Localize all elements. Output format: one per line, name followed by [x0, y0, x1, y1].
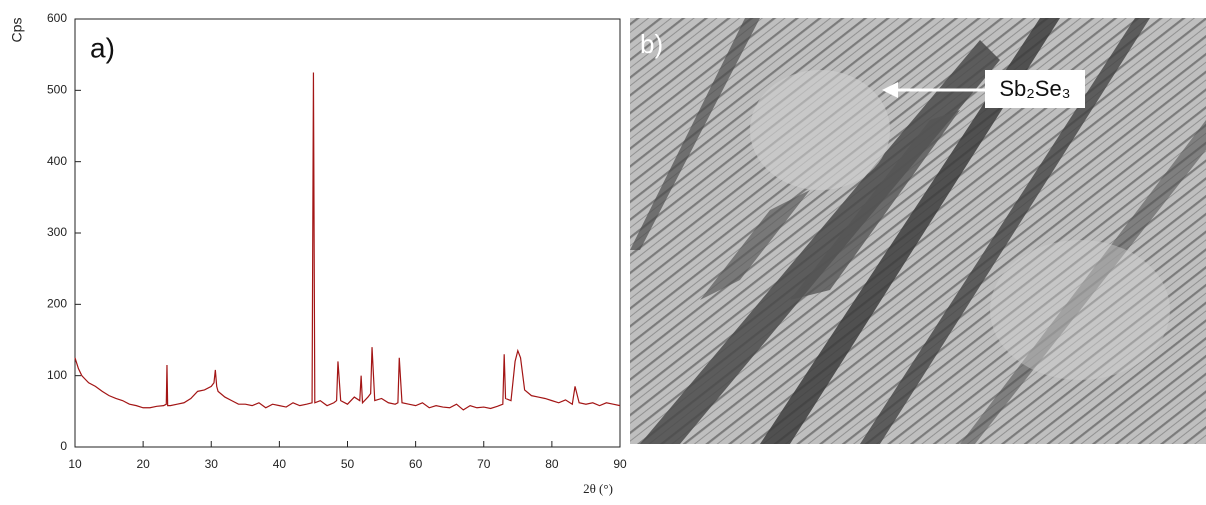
arrow-head	[882, 82, 898, 98]
plot-frame	[74, 18, 621, 448]
y-tick-label: 100	[47, 368, 67, 382]
chart-annotation: a)	[90, 32, 115, 63]
micrograph	[630, 18, 1206, 444]
x-tick-label: 20	[136, 457, 150, 471]
y-axis-label: Cps	[9, 18, 25, 43]
panel-label: b)	[640, 29, 663, 59]
annotation-box	[985, 70, 1085, 108]
y-tick-label: 500	[47, 83, 67, 97]
y-tick-label: 400	[47, 154, 67, 168]
x-tick-label: 30	[205, 457, 219, 471]
x-tick-label: 40	[273, 457, 287, 471]
data-line	[74, 72, 621, 411]
y-tick-label: 300	[47, 225, 67, 239]
x-tick-label: 60	[409, 457, 423, 471]
x-tick-label: 50	[341, 457, 355, 471]
x-tick-label: 90	[613, 457, 627, 471]
annotation: Sb₂Se₃	[999, 76, 1070, 101]
x-axis-label: 2θ (°)	[583, 481, 613, 496]
y-tick-label: 200	[47, 297, 67, 311]
y-tick-label: 0	[60, 439, 67, 453]
y-tick-label: 600	[47, 11, 67, 25]
x-tick-label: 80	[545, 457, 559, 471]
x-tick-label: 10	[68, 457, 82, 471]
x-tick-label: 70	[477, 457, 491, 471]
